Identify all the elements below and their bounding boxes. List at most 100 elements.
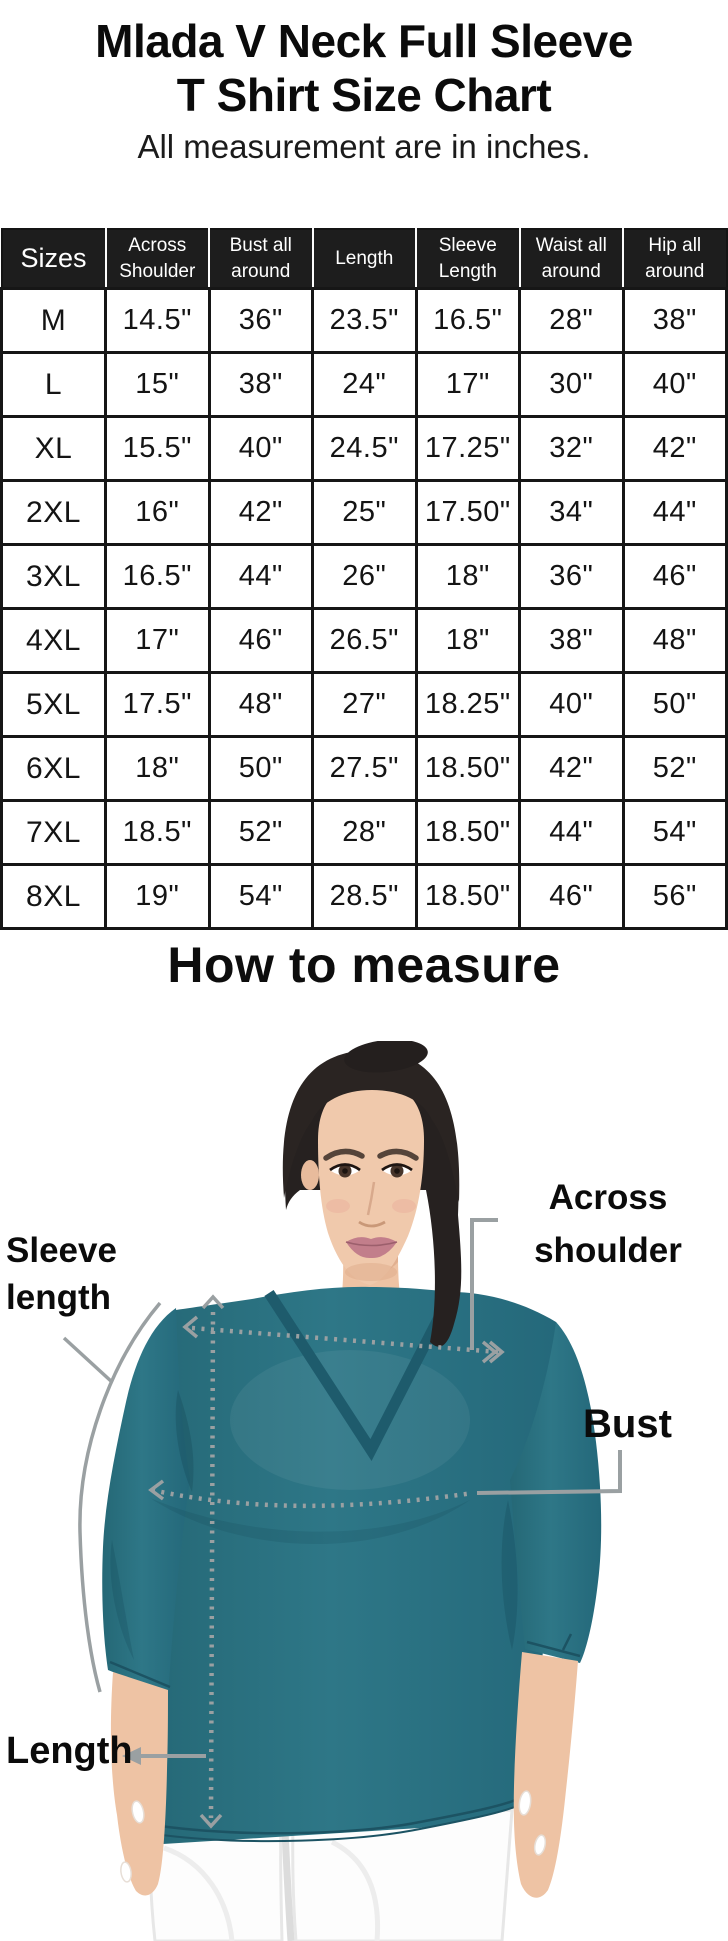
measurement-cell: 16" [104, 479, 211, 546]
column-header: Across Shoulder [104, 228, 210, 290]
measurement-cell: 56" [621, 863, 728, 930]
measurement-cell: 17" [414, 351, 521, 418]
measurement-cell: 18" [104, 735, 211, 802]
left-pocket-curve [163, 1845, 235, 1941]
size-cell: 8XL [0, 863, 107, 930]
measurement-cell: 42" [207, 479, 314, 546]
measurement-cell: 17.5" [104, 671, 211, 738]
measurement-cell: 40" [518, 671, 625, 738]
measurement-cell: 32" [518, 415, 625, 482]
shoulder-left-arrow [182, 1315, 199, 1339]
bust-connector [476, 1450, 622, 1495]
measurement-cell: 30" [518, 351, 625, 418]
model-head [282, 1041, 462, 1347]
column-header: Hip all around [622, 228, 728, 290]
measurement-cell: 38" [207, 351, 314, 418]
nose [366, 1181, 376, 1216]
measure-annotations [62, 1218, 622, 1829]
measurement-cell: 18" [414, 607, 521, 674]
right-pocket-curve [330, 1839, 381, 1941]
bust-dotted-line [151, 1487, 474, 1509]
model-photo [62, 1041, 622, 1941]
left-sleeve [102, 1308, 190, 1694]
column-header: Length [311, 228, 417, 290]
measurement-cell: 50" [621, 671, 728, 738]
hands [110, 1652, 578, 1898]
size-cell: 7XL [0, 799, 107, 866]
column-header: Sizes [0, 228, 107, 290]
hair-front [282, 1050, 460, 1202]
column-header: Waist all around [518, 228, 624, 290]
measurement-cell: 28" [518, 287, 625, 354]
measurement-cell: 34" [518, 479, 625, 546]
sleeve-length-arc [78, 1301, 162, 1693]
size-cell: 2XL [0, 479, 107, 546]
measurement-cell: 17.50" [414, 479, 521, 546]
size-cell: M [0, 287, 107, 354]
measurement-cell: 54" [621, 799, 728, 866]
left-eyebrow [323, 1148, 365, 1161]
measurement-cell: 48" [207, 671, 314, 738]
size-cell: XL [0, 415, 107, 482]
bust-left-arrow [148, 1479, 165, 1501]
table-row: 7XL 18.5" 52" 28" 18.50" 44" 54" [0, 799, 728, 866]
face [318, 1082, 424, 1285]
measurement-cell: 17" [104, 607, 211, 674]
size-cell: 5XL [0, 671, 107, 738]
length-top-arrow [201, 1294, 225, 1310]
measurement-cell: 42" [518, 735, 625, 802]
length-arrowhead [122, 1747, 141, 1765]
measurement-cell: 44" [518, 799, 625, 866]
white-pants [148, 1808, 514, 1941]
measurement-cell: 15" [104, 351, 211, 418]
bust-label: Bust [583, 1402, 672, 1446]
measurement-cell: 54" [207, 863, 314, 930]
measurement-cell: 50" [207, 735, 314, 802]
column-header: Bust all around [208, 228, 314, 290]
measurement-cell: 52" [621, 735, 728, 802]
measurement-cell: 18.50" [414, 799, 521, 866]
measurement-cell: 26.5" [311, 607, 418, 674]
measurement-cell: 28" [311, 799, 418, 866]
measurement-cell: 17.25" [414, 415, 521, 482]
column-header: Sleeve Length [415, 228, 521, 290]
measurement-cell: 24.5" [311, 415, 418, 482]
length-label: Length [6, 1730, 133, 1772]
page-title: Mlada V Neck Full Sleeve T Shirt Size Ch… [95, 15, 633, 122]
measurement-cell: 38" [621, 287, 728, 354]
measurement-cell: 27" [311, 671, 418, 738]
measurement-cell: 26" [311, 543, 418, 610]
size-cell: 6XL [0, 735, 107, 802]
table-row: 2XL 16" 42" 25" 17.50" 34" 44" [0, 479, 728, 546]
size-table-header: Sizes Across Shoulder Bust all around Lengt… [0, 228, 728, 290]
right-eyebrow [377, 1148, 419, 1161]
table-row: 8XL 19" 54" 28.5" 18.50" 46" 56" [0, 863, 728, 930]
measurement-cell: 36" [518, 543, 625, 610]
sleeve-length-label: Sleeve length [6, 1231, 117, 1317]
measurement-cell: 48" [621, 607, 728, 674]
measurement-cell: 24" [311, 351, 418, 418]
table-row: 6XL 18" 50" 27.5" 18.50" 42" 52" [0, 735, 728, 802]
measurement-cell: 46" [518, 863, 625, 930]
v-neck-collar [264, 1290, 456, 1461]
measurement-cell: 38" [518, 607, 625, 674]
length-bottom-arrow [199, 1813, 223, 1829]
measurement-cell: 40" [621, 351, 728, 418]
size-table-body: M 14.5" 36" 23.5" 16.5" 28" 38" L 15" 38" 24" 17" 30… [0, 287, 728, 930]
measurement-cell: 44" [621, 479, 728, 546]
measurement-cell: 25" [311, 479, 418, 546]
page-subtitle: All measurement are in inches. [137, 128, 591, 165]
measurement-cell: 46" [621, 543, 728, 610]
size-cell: 3XL [0, 543, 107, 610]
measurement-cell: 27.5" [311, 735, 418, 802]
measurement-cell: 15.5" [104, 415, 211, 482]
table-row: 4XL 17" 46" 26.5" 18" 38" 48" [0, 607, 728, 674]
measurement-cell: 28.5" [311, 863, 418, 930]
tshirt-body [138, 1286, 566, 1844]
across-shoulder-label: Across shoulder [534, 1178, 682, 1270]
table-row: XL 15.5" 40" 24.5" 17.25" 32" 42" [0, 415, 728, 482]
measurement-cell: 18.50" [414, 863, 521, 930]
measurement-cell: 14.5" [104, 287, 211, 354]
measurement-cell: 40" [207, 415, 314, 482]
